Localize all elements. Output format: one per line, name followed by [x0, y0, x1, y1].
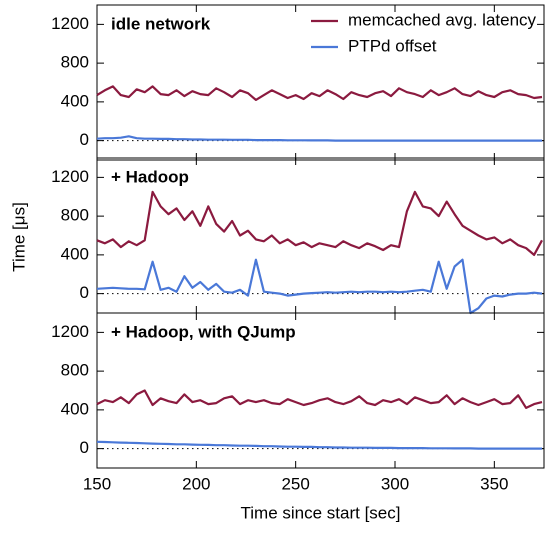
data-line: [96, 190, 543, 256]
x-tick-label: 300: [381, 474, 409, 493]
x-tick-label: 350: [480, 474, 508, 493]
x-axis-label: Time since start [sec]: [241, 503, 401, 522]
y-tick-label: 800: [61, 361, 89, 380]
legend-label: memcached avg. latency: [348, 10, 537, 29]
y-tick-label: 0: [80, 438, 89, 457]
data-line: [96, 440, 542, 450]
plot-frame: [96, 4, 545, 161]
y-tick-label: 800: [61, 206, 89, 225]
data-line: [96, 389, 543, 409]
data-line: [96, 258, 543, 315]
data-line: [96, 85, 543, 101]
panel-title: idle network: [111, 14, 211, 33]
data-line: [96, 135, 542, 142]
y-tick-label: 800: [61, 53, 89, 72]
x-tick-label: 150: [83, 474, 111, 493]
legend-label: PTPd offset: [348, 36, 437, 55]
panel-title: + Hadoop: [111, 167, 189, 186]
y-tick-label: 1200: [51, 322, 89, 341]
y-tick-label: 400: [61, 399, 89, 418]
y-tick-label: 400: [61, 244, 89, 263]
y-tick-label: 1200: [51, 167, 89, 186]
x-tick-label: 200: [182, 474, 210, 493]
y-tick-label: 400: [61, 91, 89, 110]
panel-title: + Hadoop, with QJump: [111, 322, 296, 341]
y-axis-label: Time [μs]: [9, 202, 28, 272]
y-tick-label: 0: [80, 130, 89, 149]
y-tick-label: 1200: [51, 14, 89, 33]
y-tick-label: 0: [80, 283, 89, 302]
x-tick-label: 250: [281, 474, 309, 493]
plot-frame: [96, 312, 545, 469]
